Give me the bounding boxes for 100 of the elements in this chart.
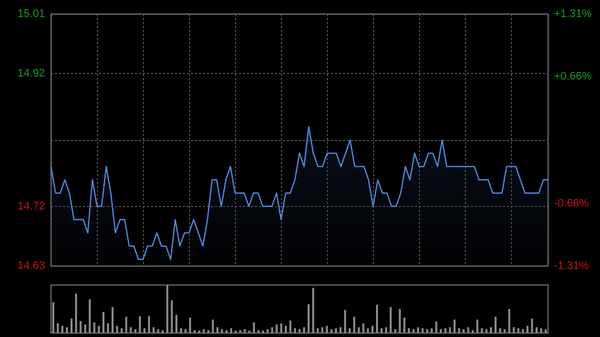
bar [376,304,378,333]
bar [422,328,424,333]
y-tick-label: 14.63 [17,260,45,272]
bar [380,328,383,333]
bar [522,329,524,333]
bar [180,328,182,333]
bar [170,300,173,333]
bar [303,327,306,333]
y2-tick-label: -1.31% [554,260,590,272]
bar [98,326,100,333]
bar [454,320,456,333]
bar [216,327,218,333]
bar [125,316,128,333]
bar [426,329,428,333]
bar [312,288,314,333]
bar [194,330,196,333]
bar [398,309,401,333]
bar [134,329,136,333]
bar [394,329,396,333]
bar [403,318,406,333]
bar [334,328,337,333]
bar [526,326,528,333]
bar [75,294,78,333]
bar [80,321,82,333]
bar [412,329,414,333]
bar [189,318,192,333]
bar [408,328,410,333]
bar [207,330,210,333]
bar [504,329,506,333]
bar [544,329,547,333]
bar [435,321,438,333]
bar [385,327,388,333]
y2-tick-label: -0.66% [554,197,590,210]
bar [88,299,91,333]
bar [112,307,114,333]
bar [93,322,96,333]
bar [157,329,160,333]
bar [162,330,164,333]
bar [52,302,54,333]
bar [276,324,278,333]
bar [271,327,274,333]
bar [294,328,296,333]
bar [116,326,118,333]
bar [152,327,155,333]
bar [175,314,178,333]
bar [106,323,109,333]
bar [362,323,364,333]
bar [66,327,68,333]
bar [458,328,460,333]
bar [353,316,356,333]
bar [517,328,520,333]
bar [344,310,346,333]
bar [366,328,369,333]
bar [348,328,351,333]
bar [298,329,300,333]
bar [252,322,255,333]
bar [467,327,470,333]
bar [130,327,132,333]
bar [284,326,287,333]
bar [102,312,104,333]
y-tick-label: 14.92 [17,68,45,80]
bar [289,320,292,333]
bar [512,327,515,333]
bar [280,323,282,333]
bar [84,324,86,333]
y-tick-label: 14.72 [17,200,45,212]
bar [448,327,451,333]
bar [120,328,123,333]
bar [212,320,214,333]
bar [508,309,510,333]
bar [138,316,141,333]
bar [417,327,420,333]
bar [390,307,392,333]
bar [70,318,73,333]
bar [358,327,360,333]
bar [494,316,497,333]
y-tick-label: 15.01 [17,8,45,20]
bar [499,328,502,333]
bar [480,328,483,333]
bar [244,329,246,333]
bar [257,330,260,333]
bar [540,328,542,333]
bar [472,330,474,333]
bar [321,327,324,333]
bar [330,329,332,333]
y2-tick-label: +0.66% [554,70,592,83]
bar [476,320,478,333]
bar [326,326,328,333]
bar [485,329,488,333]
bar [202,329,205,333]
bar [230,328,232,333]
bar [430,328,433,333]
bar [166,285,168,333]
bar [440,329,442,333]
bar [371,326,374,333]
bar [61,326,64,333]
bar [316,328,319,333]
bar [444,328,446,333]
bar [531,318,534,333]
bar [266,329,269,333]
